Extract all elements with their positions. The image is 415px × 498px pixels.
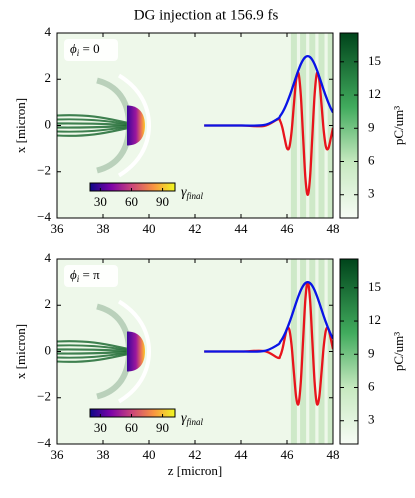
inset-colorbar-tick-label: 90 <box>156 420 169 435</box>
annotation-symbol: ϕ <box>70 41 77 56</box>
y-tick-label: 0 <box>45 116 52 131</box>
y-axis-label: x [micron] <box>13 324 28 379</box>
y-tick-label: −2 <box>37 163 51 178</box>
colorbar-label: pC/um³ <box>391 106 406 145</box>
annotation-symbol: ϕ <box>70 267 77 282</box>
x-tick-label: 46 <box>281 221 295 236</box>
x-tick-label: 48 <box>327 447 340 462</box>
colorbar <box>339 258 359 445</box>
electron-bunch <box>127 105 145 146</box>
colorbar-tick-label: 9 <box>368 345 375 360</box>
colorbar-tick-label: 3 <box>368 412 375 427</box>
inset-label-symbol: γ <box>181 411 187 426</box>
inset-colorbar <box>89 408 176 418</box>
inset-label-sub: final <box>187 191 204 201</box>
inset-colorbar-tick-label: 90 <box>156 194 169 209</box>
density-stripe <box>318 259 325 444</box>
y-tick-label: 4 <box>45 24 52 39</box>
density-stripe <box>290 259 297 444</box>
y-axis-label: x [micron] <box>13 98 28 153</box>
bubble-edge <box>117 299 152 404</box>
field-line <box>204 71 333 197</box>
colorbar-tick-label: 15 <box>368 53 381 68</box>
y-tick-label: −4 <box>37 435 51 450</box>
y-tick-label: 4 <box>45 250 52 265</box>
colorbar-tick-label: 6 <box>368 152 375 167</box>
annotation-box <box>64 265 118 287</box>
inset-colorbar-label: γfinal <box>181 411 204 427</box>
annotation-sub: i <box>77 274 80 284</box>
figure-title: DG injection at 156.9 fs <box>134 7 279 23</box>
inset-label-sub: final <box>187 417 204 427</box>
field-line <box>204 280 333 353</box>
electron-bunch <box>127 331 145 372</box>
x-tick-label: 44 <box>235 447 249 462</box>
field-line <box>204 280 333 406</box>
inset-colorbar <box>89 182 176 192</box>
colorbar-tick-label: 6 <box>368 378 375 393</box>
annotation-text: = 0 <box>79 41 99 56</box>
inset-colorbar-tick-label: 60 <box>125 194 138 209</box>
x-tick-label: 36 <box>51 221 65 236</box>
x-tick-label: 40 <box>143 221 156 236</box>
inset-colorbar-tick-label: 30 <box>94 420 107 435</box>
y-tick-label: 2 <box>45 296 52 311</box>
y-tick-label: 0 <box>45 342 52 357</box>
x-tick-label: 44 <box>235 221 249 236</box>
colorbar-tick-label: 12 <box>368 312 381 327</box>
x-tick-label: 36 <box>51 447 65 462</box>
annotation-box <box>64 39 118 61</box>
y-tick-label: −4 <box>37 209 51 224</box>
x-tick-label: 42 <box>189 221 202 236</box>
x-tick-label: 48 <box>327 221 340 236</box>
colorbar-label: pC/um³ <box>391 332 406 371</box>
colorbar <box>339 32 359 219</box>
x-tick-label: 38 <box>97 447 110 462</box>
colorbar-tick-label: 12 <box>368 86 381 101</box>
y-tick-label: −2 <box>37 389 51 404</box>
colorbar-tick-label: 9 <box>368 119 375 134</box>
inset-label-symbol: γ <box>181 185 187 200</box>
inset-colorbar-tick-label: 60 <box>125 420 138 435</box>
density-stripe <box>318 33 325 218</box>
x-tick-label: 38 <box>97 221 110 236</box>
x-tick-label: 46 <box>281 447 295 462</box>
annotation: ϕi = 0 <box>70 41 100 58</box>
annotation: ϕi = π <box>70 267 100 284</box>
inset-colorbar-label: γfinal <box>181 185 204 201</box>
x-tick-label: 40 <box>143 447 156 462</box>
annotation-sub: i <box>77 48 80 58</box>
x-tick-label: 42 <box>189 447 202 462</box>
colorbar-tick-label: 3 <box>368 186 375 201</box>
x-axis-label: z [micron] <box>168 463 223 478</box>
y-tick-label: 2 <box>45 70 52 85</box>
field-line <box>204 54 333 127</box>
annotation-text: = π <box>79 267 100 282</box>
colorbar-tick-label: 15 <box>368 279 381 294</box>
inset-colorbar-tick-label: 30 <box>94 194 107 209</box>
density-stripe <box>290 33 297 218</box>
bubble-edge <box>117 73 152 178</box>
